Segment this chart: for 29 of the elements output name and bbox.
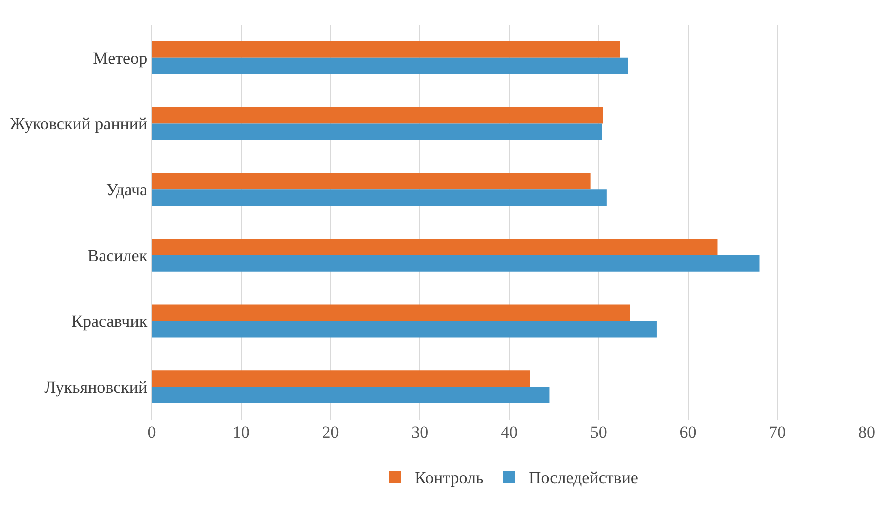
y-tick-label: Удача: [106, 180, 148, 200]
bar: [152, 107, 604, 124]
bar: [152, 387, 550, 404]
bar: [152, 190, 607, 206]
bar: [152, 304, 630, 322]
y-tick-label: Лукьяновский: [44, 378, 148, 398]
bar: [152, 255, 760, 272]
y-tick-label: Метеор: [93, 48, 148, 68]
bar: [152, 238, 718, 256]
x-tick-label: 50: [590, 423, 608, 442]
x-tick-label: 0: [148, 423, 156, 442]
y-tick-label: Василек: [88, 246, 148, 266]
bar: [152, 58, 628, 74]
bar: [152, 41, 620, 58]
legend-label: Последействие: [528, 468, 638, 488]
bar: [152, 173, 591, 190]
x-tick-label: 80: [858, 423, 876, 442]
bar: [152, 321, 657, 338]
y-tick-label: Красавчик: [72, 312, 148, 332]
bar: [152, 124, 602, 140]
x-tick-label: 70: [769, 423, 786, 442]
x-tick-label: 30: [412, 423, 429, 442]
x-tick-label: 20: [322, 423, 340, 442]
x-tick-label: 60: [680, 423, 697, 442]
x-tick-label: 40: [501, 423, 518, 442]
y-tick-label: Жуковский ранний: [10, 114, 148, 134]
bar: [152, 370, 530, 388]
x-tick-label: 10: [232, 423, 250, 442]
legend-label: Контроль: [415, 468, 484, 488]
